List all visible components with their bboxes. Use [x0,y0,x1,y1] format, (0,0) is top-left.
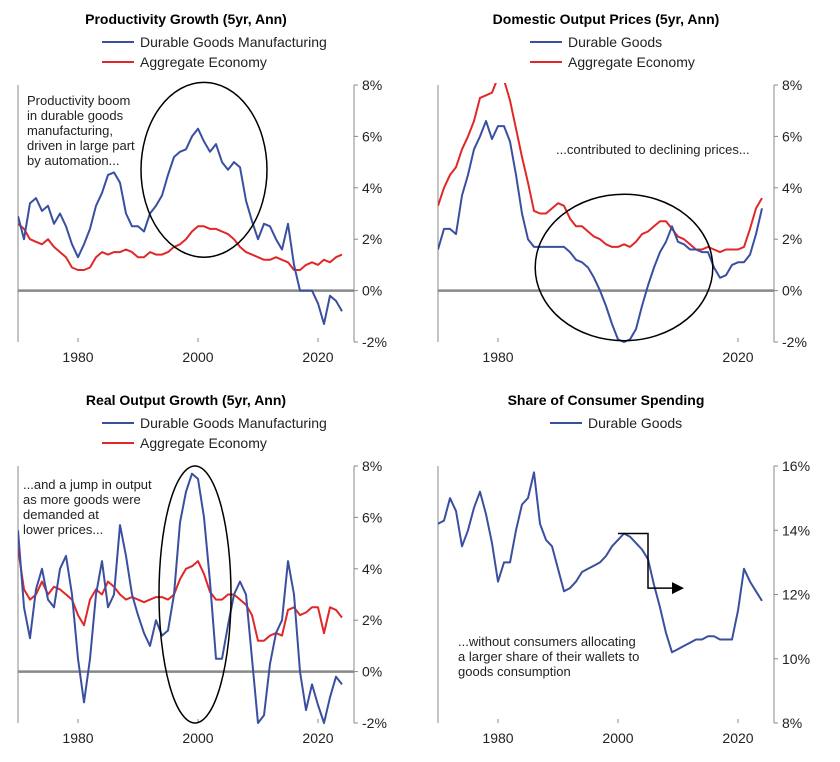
series-line-durable-goods [438,471,763,654]
prices-annotation: ...contributed to declining prices... [556,142,750,157]
x-tick-label: 2020 [722,730,753,746]
legend-label-1: Aggregate Economy [568,54,695,70]
domestic-output-prices-chart: Domestic Output Prices (5yr, Ann) Durable… [420,0,840,381]
y-tick-label: 8% [782,77,802,93]
series-group [18,472,343,724]
y-tick-label: 0% [782,283,802,299]
y-tick-label: 14% [782,522,810,538]
x-tick-label: 2020 [302,349,333,365]
y-tick-label: 4% [362,561,382,577]
arrow-head-icon [672,582,684,595]
y-tick-label: 0% [362,664,382,680]
legend-label-1: Aggregate Economy [140,435,267,451]
y-tick-label: 6% [362,509,382,525]
x-tick-label: 2000 [602,730,633,746]
y-tick-label: 6% [362,128,382,144]
chart-svg-0: Productivity Growth (5yr, Ann) Durable Go… [17,11,387,365]
y-tick-label: 8% [362,458,382,474]
bracket-line [618,532,674,589]
highlight-circle [140,81,268,258]
y-tick-label: 2% [362,612,382,628]
x-tick-label: 1980 [62,730,93,746]
y-tick-label: 10% [782,651,810,667]
y-tick-label: 2% [362,231,382,247]
real-output-growth-chart: Real Output Growth (5yr, Ann) Durable Goo… [0,381,420,762]
series-line-durable-goods-manufacturing [18,127,343,325]
y-tick-label: 4% [782,180,802,196]
y-tick-label: -2% [362,334,387,350]
spending-annotation: ...without consumers allocating a larger… [458,634,640,679]
legend-label-0: Durable Goods [588,415,682,431]
series-line-durable-goods [438,120,763,343]
highlight-circle [158,465,232,724]
productivity-growth-chart: Productivity Growth (5yr, Ann) Durable Go… [0,0,420,381]
x-tick-label: 1980 [62,349,93,365]
chart-svg-3: Share of Consumer Spending Durable Goods 8… [437,392,810,746]
series-line-aggregate-economy [18,223,343,271]
x-tick-label: 2020 [722,349,753,365]
legend-label-1: Aggregate Economy [140,54,267,70]
y-tick-label: 16% [782,458,810,474]
y-tick-label: 8% [362,77,382,93]
series-line-durable-goods-manufacturing [18,472,343,724]
y-tick-label: 12% [782,587,810,603]
x-tick-label: 2000 [182,730,213,746]
legend-label-0: Durable Goods [568,34,662,50]
chart-title: Domestic Output Prices (5yr, Ann) [493,11,720,27]
share-of-consumer-spending-chart: Share of Consumer Spending Durable Goods 8… [420,381,840,762]
x-tick-label: 1980 [482,349,513,365]
series-group [18,127,343,325]
y-tick-label: 2% [782,231,802,247]
x-tick-label: 1980 [482,730,513,746]
chart-title: Real Output Growth (5yr, Ann) [86,392,286,408]
productivity-annotation: Productivity boom in durable goods manuf… [27,93,135,168]
chart-svg-2: Real Output Growth (5yr, Ann) Durable Goo… [17,392,387,746]
chart-title: Share of Consumer Spending [508,392,705,408]
x-tick-label: 2020 [302,730,333,746]
series-line-aggregate-economy [438,83,763,254]
output-annotation: ...and a jump in output as more goods we… [23,477,152,537]
y-tick-label: 4% [362,180,382,196]
highlight-circle [534,193,714,342]
series-group [438,471,763,654]
y-tick-label: 8% [782,715,802,731]
y-tick-label: 0% [362,283,382,299]
y-tick-label: 6% [782,128,802,144]
chart-svg-1: Domestic Output Prices (5yr, Ann) Durable… [437,11,807,365]
legend-label-0: Durable Goods Manufacturing [140,34,327,50]
series-group [438,83,763,343]
x-tick-label: 2000 [182,349,213,365]
chart-title: Productivity Growth (5yr, Ann) [85,11,287,27]
legend-label-0: Durable Goods Manufacturing [140,415,327,431]
y-tick-label: -2% [782,334,807,350]
y-tick-label: -2% [362,715,387,731]
